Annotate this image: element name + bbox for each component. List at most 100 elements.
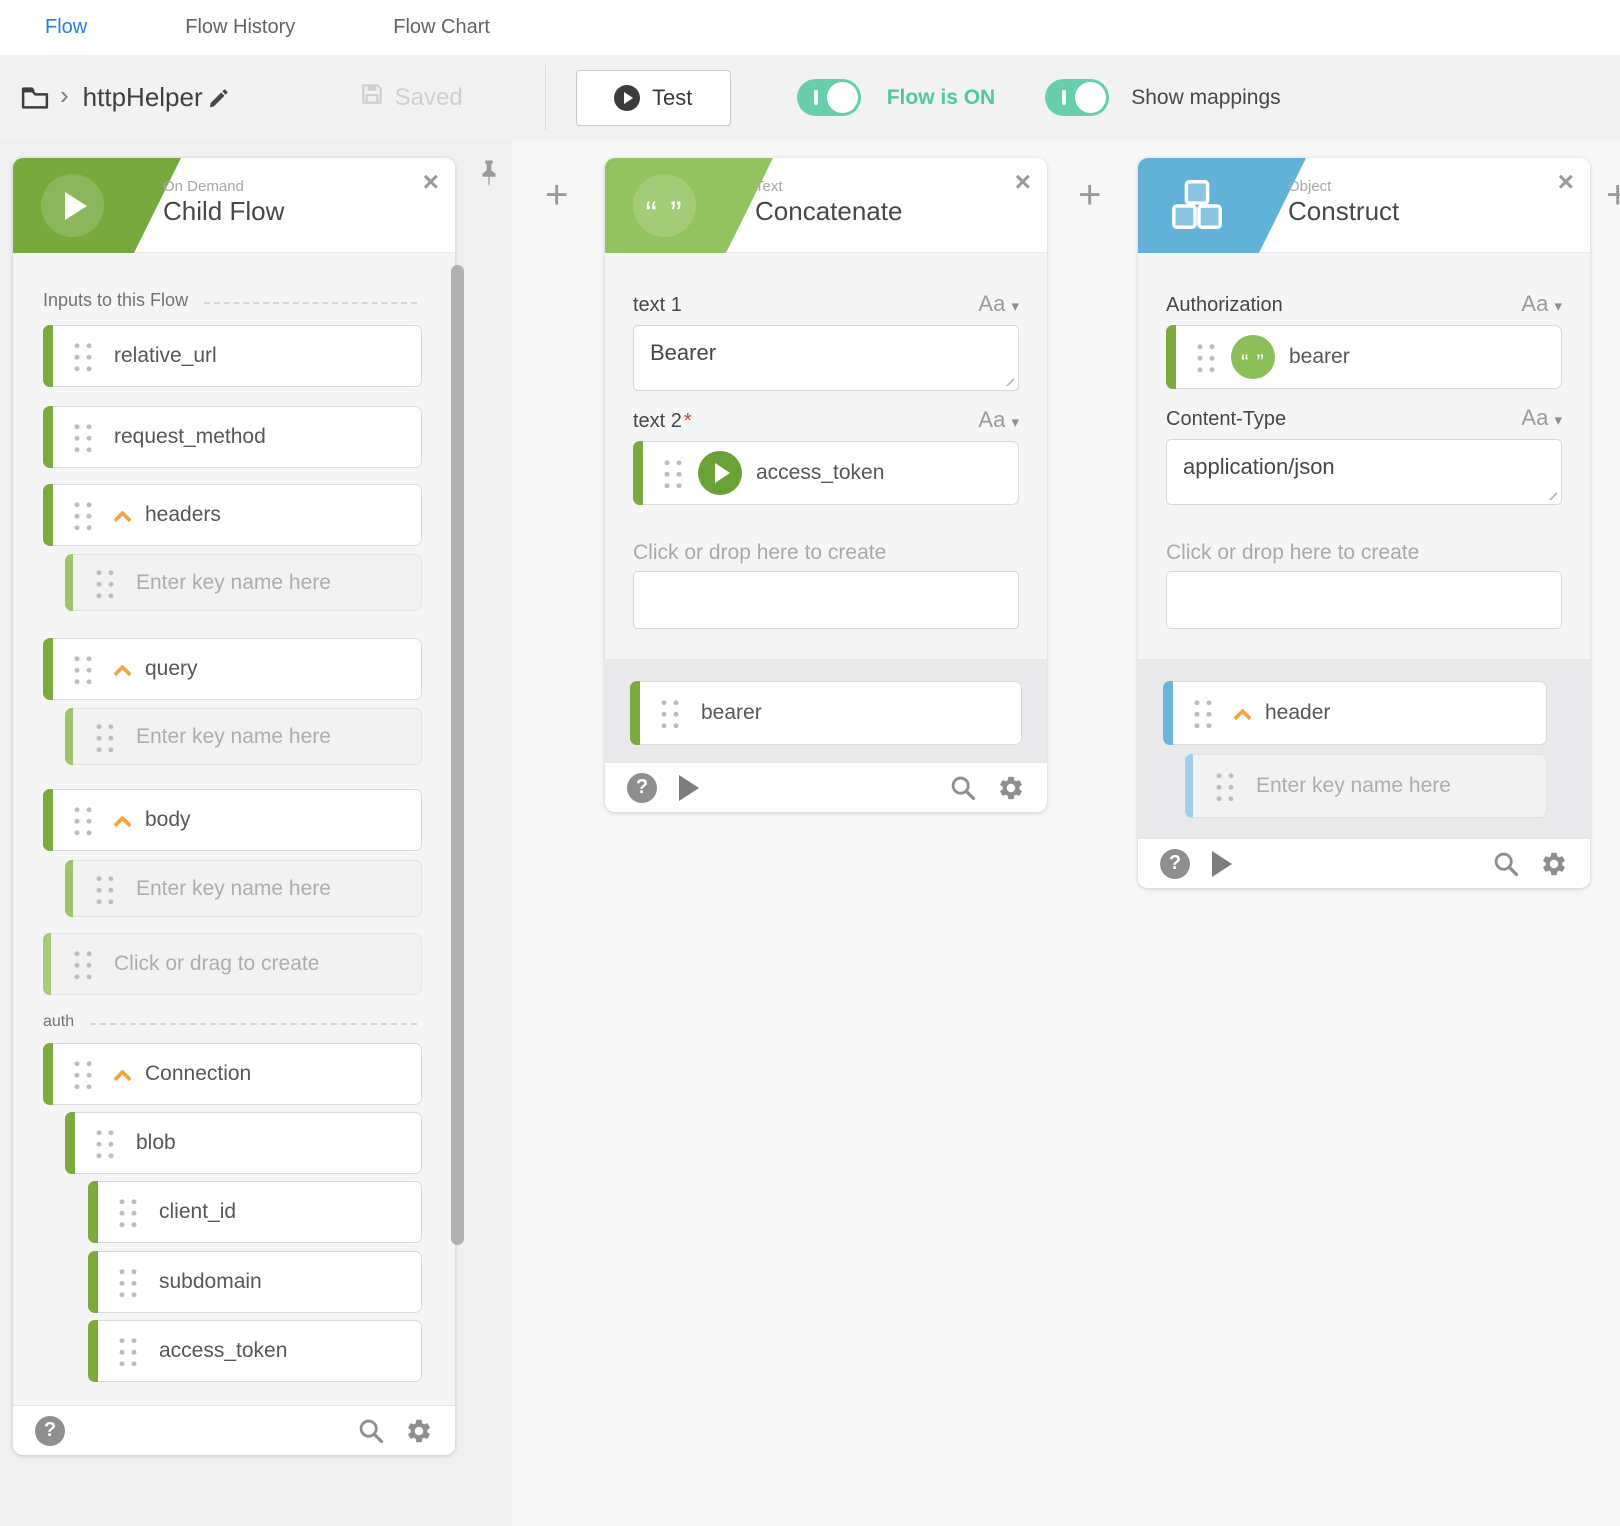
card-category: Text	[755, 178, 783, 195]
search-icon[interactable]	[357, 1417, 385, 1445]
help-icon[interactable]: ?	[35, 1415, 65, 1446]
run-icon[interactable]	[679, 774, 699, 801]
create-input-row[interactable]: Click or drag to create	[43, 933, 422, 995]
input-row-relative-url[interactable]: relative_url	[43, 325, 422, 387]
construct-header-shape	[1138, 158, 1306, 253]
gear-icon[interactable]	[997, 774, 1025, 802]
concatenate-footer: ?	[605, 762, 1047, 812]
child-flow-output-icon	[698, 451, 742, 495]
drag-handle-icon[interactable]	[70, 1057, 94, 1091]
collapse-chevron-icon[interactable]	[113, 1068, 132, 1088]
drag-handle-icon[interactable]	[1193, 340, 1217, 374]
new-field-input[interactable]	[1166, 571, 1562, 629]
key-placeholder-row[interactable]: Enter key name here	[65, 860, 422, 917]
collapse-chevron-icon[interactable]	[113, 509, 132, 529]
card-title: Child Flow	[163, 196, 285, 226]
search-icon[interactable]	[949, 774, 977, 802]
help-icon[interactable]: ?	[1160, 848, 1190, 879]
show-mappings-label: Show mappings	[1131, 85, 1281, 109]
collapse-chevron-icon[interactable]	[113, 663, 132, 683]
drag-handle-icon[interactable]	[70, 498, 94, 532]
font-format-toggle[interactable]: Aa ▾	[1521, 405, 1562, 430]
saved-button: Saved	[341, 71, 481, 124]
gear-icon[interactable]	[405, 1417, 433, 1445]
close-icon[interactable]: ×	[1557, 166, 1574, 197]
construct-outputs: header Enter key name here	[1138, 659, 1590, 844]
input-row-access-token[interactable]: access_token	[88, 1320, 422, 1382]
input-row-client-id[interactable]: client_id	[88, 1181, 422, 1243]
drag-handle-icon[interactable]	[70, 339, 94, 373]
input-row-subdomain[interactable]: subdomain	[88, 1251, 422, 1313]
help-icon[interactable]: ?	[627, 772, 657, 803]
card-title: Construct	[1288, 196, 1400, 226]
input-row-query[interactable]: query	[43, 638, 422, 700]
test-button[interactable]: Test	[575, 69, 731, 126]
drag-handle-icon[interactable]	[1212, 769, 1236, 803]
child-flow-body: Inputs to this Flow relative_url request…	[13, 290, 455, 1382]
quotes-icon: “ ”	[633, 174, 696, 237]
close-icon[interactable]: ×	[422, 166, 439, 197]
key-placeholder-row[interactable]: Enter key name here	[65, 708, 422, 765]
drag-handle-icon[interactable]	[92, 719, 116, 754]
input-row-body[interactable]: body	[43, 789, 422, 851]
new-field-input[interactable]	[633, 571, 1019, 629]
run-icon[interactable]	[1212, 850, 1232, 877]
drag-handle-icon[interactable]	[70, 803, 94, 837]
authorization-mapped-pill[interactable]: “ ” bearer	[1166, 325, 1562, 389]
tab-flow[interactable]: Flow	[45, 16, 88, 38]
drag-handle-icon[interactable]	[660, 456, 684, 490]
drag-handle-icon[interactable]	[70, 652, 94, 686]
collapse-chevron-icon[interactable]	[113, 814, 132, 834]
play-icon	[41, 174, 104, 237]
drag-handle-icon[interactable]	[1190, 696, 1214, 730]
drag-handle-icon[interactable]	[115, 1334, 139, 1368]
search-icon[interactable]	[1492, 850, 1520, 878]
pin-icon[interactable]	[474, 158, 504, 193]
input-row-blob[interactable]: blob	[65, 1112, 422, 1174]
drag-handle-icon[interactable]	[657, 696, 681, 730]
input-row-connection[interactable]: Connection	[43, 1043, 422, 1105]
close-icon[interactable]: ×	[1014, 166, 1031, 197]
show-mappings-toggle[interactable]	[1045, 79, 1110, 116]
input-row-headers[interactable]: headers	[43, 484, 422, 546]
add-card-button[interactable]: +	[1078, 173, 1102, 217]
card-scrollbar[interactable]	[451, 265, 464, 1245]
collapse-chevron-icon[interactable]	[1233, 707, 1252, 727]
font-format-toggle[interactable]: Aa ▾	[978, 407, 1019, 432]
text1-input[interactable]: Bearer	[633, 325, 1019, 391]
output-row-header[interactable]: header	[1163, 681, 1547, 745]
text2-mapped-pill[interactable]: access_token	[633, 441, 1019, 505]
output-row-bearer[interactable]: bearer	[630, 681, 1022, 745]
concatenate-outputs: bearer	[605, 659, 1047, 771]
input-row-request-method[interactable]: request_method	[43, 406, 422, 468]
child-flow-card: On Demand Child Flow × Inputs to this Fl…	[13, 158, 455, 1455]
key-placeholder-row[interactable]: Enter key name here	[65, 554, 422, 611]
drag-handle-icon[interactable]	[70, 420, 94, 454]
key-placeholder-row[interactable]: Enter key name here	[1185, 754, 1547, 818]
content-type-input[interactable]: application/json	[1166, 439, 1562, 505]
font-format-toggle[interactable]: Aa ▾	[978, 291, 1019, 316]
card-category: On Demand	[163, 178, 244, 195]
folder-icon[interactable]	[20, 83, 50, 113]
add-card-button[interactable]: +	[1606, 173, 1620, 217]
card-title: Concatenate	[755, 196, 903, 226]
drag-handle-icon[interactable]	[92, 565, 116, 600]
edit-pencil-icon[interactable]	[207, 86, 231, 110]
field-label-text1: text 1	[633, 294, 682, 316]
drag-handle-icon[interactable]	[92, 1126, 116, 1160]
concatenate-card: “ ” Text Concatenate × text 1 Aa ▾ Beare…	[605, 158, 1047, 812]
resize-handle-icon[interactable]	[1002, 374, 1014, 386]
drag-handle-icon[interactable]	[70, 947, 94, 981]
resize-handle-icon[interactable]	[1545, 488, 1557, 500]
flow-on-toggle[interactable]	[796, 79, 861, 116]
font-format-toggle[interactable]: Aa ▾	[1521, 291, 1562, 316]
add-card-button[interactable]: +	[545, 173, 569, 217]
caret-down-icon: ▾	[1554, 298, 1562, 315]
tab-flow-history[interactable]: Flow History	[185, 16, 296, 38]
tab-flow-chart[interactable]: Flow Chart	[393, 16, 490, 38]
drag-handle-icon[interactable]	[115, 1265, 139, 1299]
drag-handle-icon[interactable]	[115, 1195, 139, 1229]
drag-handle-icon[interactable]	[92, 871, 116, 906]
gear-icon[interactable]	[1540, 850, 1568, 878]
auth-section-label: auth	[43, 1013, 435, 1031]
